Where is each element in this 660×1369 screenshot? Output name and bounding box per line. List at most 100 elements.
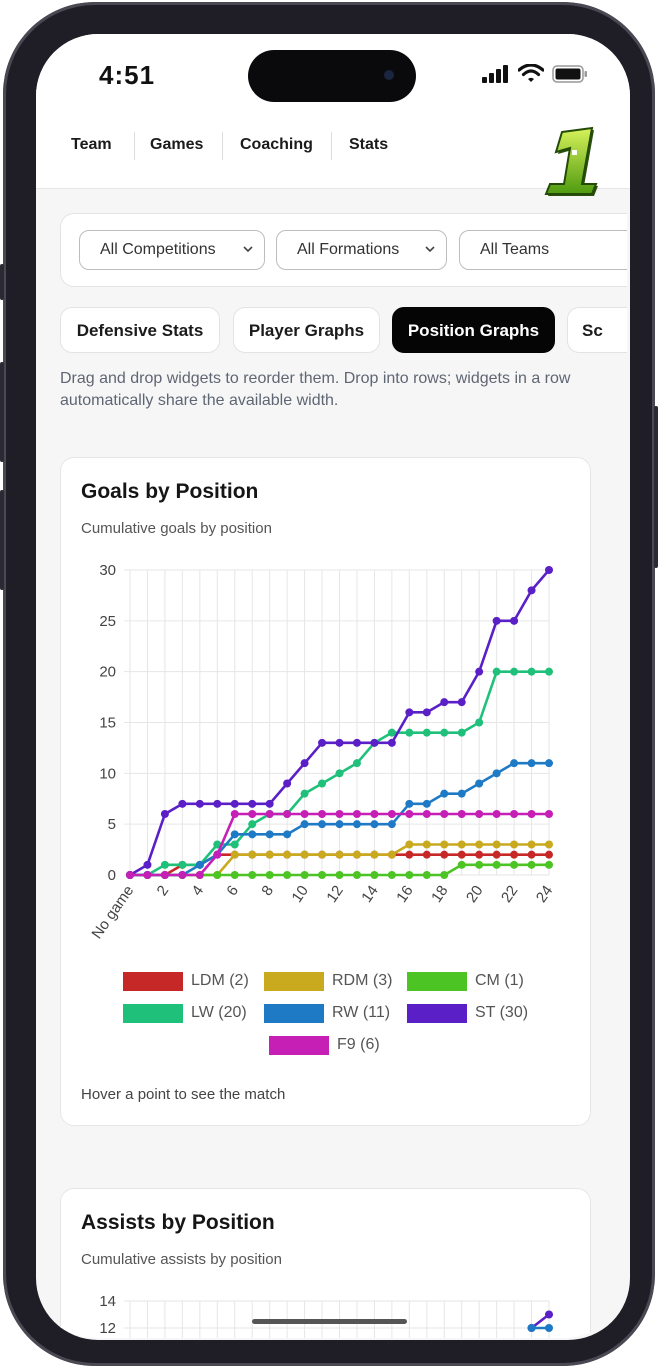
data-point[interactable]	[475, 810, 484, 818]
data-point[interactable]	[440, 850, 449, 859]
data-point[interactable]	[510, 850, 519, 859]
data-point[interactable]	[492, 810, 501, 818]
data-point[interactable]	[248, 871, 257, 879]
data-point[interactable]	[422, 810, 431, 818]
data-point[interactable]	[213, 840, 222, 849]
legend-item[interactable]: RDM (3)	[264, 970, 392, 992]
data-point[interactable]	[160, 810, 169, 818]
teams-select[interactable]: All Teams	[459, 230, 627, 270]
data-point[interactable]	[335, 820, 344, 829]
data-point[interactable]	[370, 871, 379, 879]
data-point[interactable]	[265, 850, 274, 859]
legend-item[interactable]: RW (11)	[264, 1002, 390, 1024]
data-point[interactable]	[510, 616, 519, 625]
data-point[interactable]	[387, 728, 396, 737]
data-point[interactable]	[457, 840, 466, 849]
data-point[interactable]	[422, 728, 431, 737]
data-point[interactable]	[440, 728, 449, 737]
data-point[interactable]	[143, 860, 152, 869]
data-point[interactable]	[510, 860, 519, 869]
data-point[interactable]	[160, 860, 169, 869]
data-point[interactable]	[405, 840, 414, 849]
data-point[interactable]	[283, 830, 292, 839]
data-point[interactable]	[335, 850, 344, 859]
data-point[interactable]	[405, 799, 414, 808]
data-point[interactable]	[422, 850, 431, 859]
data-point[interactable]	[440, 789, 449, 798]
data-point[interactable]	[300, 759, 309, 768]
data-point[interactable]	[230, 830, 239, 839]
data-point[interactable]	[457, 810, 466, 818]
data-point[interactable]	[457, 789, 466, 798]
data-point[interactable]	[405, 708, 414, 717]
data-point[interactable]	[527, 667, 536, 676]
data-point[interactable]	[457, 860, 466, 869]
data-point[interactable]	[527, 860, 536, 869]
data-point[interactable]	[475, 840, 484, 849]
data-point[interactable]	[475, 718, 484, 727]
legend-item[interactable]: CM (1)	[407, 970, 524, 992]
data-point[interactable]	[370, 850, 379, 859]
data-point[interactable]	[335, 871, 344, 879]
data-point[interactable]	[265, 799, 274, 808]
nav-coaching[interactable]: Coaching	[240, 136, 313, 153]
data-point[interactable]	[230, 840, 239, 849]
data-point[interactable]	[405, 871, 414, 879]
goals-widget[interactable]: Goals by Position Cumulative goals by po…	[60, 457, 591, 1126]
nav-games[interactable]: Games	[150, 136, 204, 153]
data-point[interactable]	[492, 860, 501, 869]
data-point[interactable]	[440, 840, 449, 849]
data-point[interactable]	[492, 769, 501, 778]
legend-item[interactable]: F9 (6)	[269, 1034, 380, 1056]
data-point[interactable]	[248, 830, 257, 839]
competitions-select[interactable]: All Competitions	[79, 230, 265, 270]
home-indicator[interactable]	[252, 1319, 407, 1324]
legend-item[interactable]: LW (20)	[123, 1002, 247, 1024]
data-point[interactable]	[475, 779, 484, 788]
data-point[interactable]	[248, 799, 257, 808]
tab-partial[interactable]: Sc	[567, 307, 627, 353]
data-point[interactable]	[527, 840, 536, 849]
data-point[interactable]	[475, 860, 484, 869]
data-point[interactable]	[265, 830, 274, 839]
data-point[interactable]	[178, 799, 187, 808]
data-point[interactable]	[352, 820, 361, 829]
data-point[interactable]	[283, 871, 292, 879]
data-point[interactable]	[457, 850, 466, 859]
data-point[interactable]	[265, 810, 274, 818]
data-point[interactable]	[457, 728, 466, 737]
data-point[interactable]	[527, 1324, 536, 1332]
data-point[interactable]	[178, 871, 187, 879]
data-point[interactable]	[300, 789, 309, 798]
data-point[interactable]	[527, 759, 536, 768]
data-point[interactable]	[230, 810, 239, 818]
data-point[interactable]	[213, 850, 222, 859]
data-point[interactable]	[440, 810, 449, 818]
data-point[interactable]	[126, 871, 134, 879]
data-point[interactable]	[318, 738, 327, 747]
data-point[interactable]	[335, 769, 344, 778]
data-point[interactable]	[545, 1324, 553, 1332]
data-point[interactable]	[492, 616, 501, 625]
data-point[interactable]	[440, 698, 449, 707]
data-point[interactable]	[213, 871, 222, 879]
data-point[interactable]	[492, 840, 501, 849]
data-point[interactable]	[213, 799, 222, 808]
data-point[interactable]	[545, 850, 553, 859]
data-point[interactable]	[283, 779, 292, 788]
data-point[interactable]	[352, 871, 361, 879]
data-point[interactable]	[195, 860, 204, 869]
data-point[interactable]	[370, 820, 379, 829]
data-point[interactable]	[318, 820, 327, 829]
data-point[interactable]	[527, 850, 536, 859]
data-point[interactable]	[318, 850, 327, 859]
data-point[interactable]	[422, 871, 431, 879]
data-point[interactable]	[335, 738, 344, 747]
data-point[interactable]	[422, 840, 431, 849]
data-point[interactable]	[248, 850, 257, 859]
data-point[interactable]	[335, 810, 344, 818]
data-point[interactable]	[352, 810, 361, 818]
data-point[interactable]	[387, 820, 396, 829]
data-point[interactable]	[387, 810, 396, 818]
